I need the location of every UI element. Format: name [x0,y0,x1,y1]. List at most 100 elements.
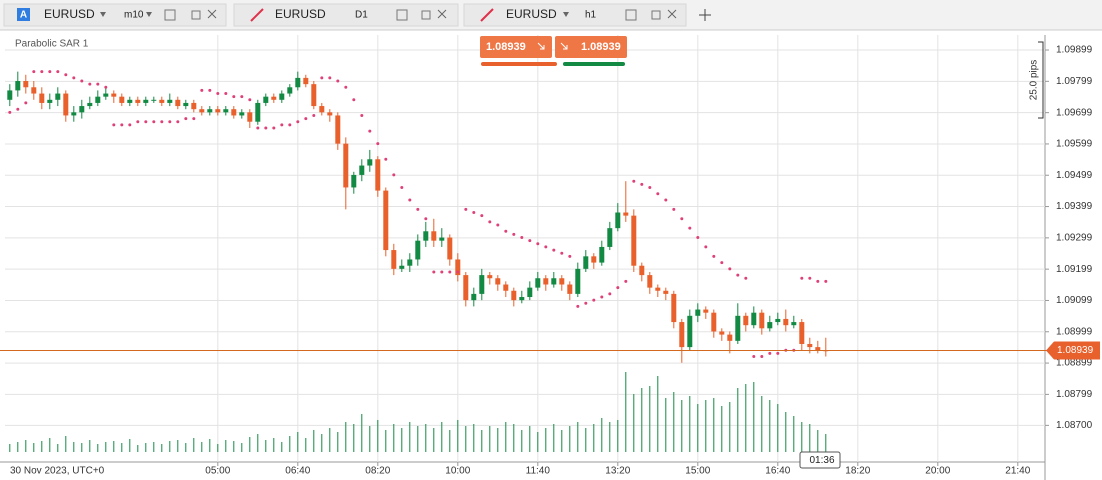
tab-timeframe[interactable]: m10 [124,10,144,21]
sar-dot [608,292,612,296]
sar-dot [40,70,44,74]
candle-body [671,293,677,323]
tab[interactable]: EURUSD D1 [233,3,459,27]
sar-dot [112,123,116,127]
candle-body [271,96,277,100]
current-price-label: 1.08939 [1057,345,1094,356]
candle-body [767,322,773,329]
candle-body [287,87,293,94]
candle-body [47,99,53,103]
candle-body [815,347,821,351]
sar-dot [336,79,340,83]
sar-dot [720,261,724,265]
x-tick-label: 20:00 [925,466,950,477]
sar-dot [448,270,452,274]
dropdown-arrow[interactable] [146,12,152,17]
sar-dot [232,95,236,99]
tab-icon[interactable] [625,9,637,21]
candle-body [215,109,221,113]
sar-dot [696,236,700,240]
sar-dot [800,276,804,280]
sar-dot [680,217,684,221]
sar-dot [672,207,676,211]
x-tick-label: 06:40 [285,466,310,477]
sar-dot [168,120,172,124]
dropdown-arrow[interactable] [563,12,569,17]
candle-body [359,165,365,175]
candle-body [39,93,45,103]
candle-body [239,112,245,116]
candle-body [255,102,261,122]
sar-dot [520,236,524,240]
tab-icon [480,8,494,22]
buy-button[interactable]: 1.08939 [555,36,627,58]
candle-body [31,87,37,94]
x-tick-label: 15:00 [685,466,710,477]
candle-body [615,212,621,229]
candle-body [351,174,357,188]
tab-timeframe[interactable]: h1 [585,10,597,21]
tab-timeframe[interactable]: D1 [355,10,368,21]
sar-dot [152,120,156,124]
candle-body [367,159,373,166]
tab-icon[interactable] [396,9,408,21]
sar-dot [288,123,292,127]
candle-body [87,102,93,107]
close-icon[interactable] [207,9,217,19]
candle-body [167,99,173,103]
tab-icon[interactable] [651,10,661,20]
sar-dot [160,120,164,124]
close-icon[interactable] [667,9,677,19]
candle-body [79,106,85,113]
sar-dot [120,123,124,127]
pips-label: 25.0 pips [1029,60,1040,101]
sar-dot [352,98,356,102]
dropdown-arrow[interactable] [100,12,106,17]
candle-body [703,309,709,313]
sar-dot [544,245,548,249]
sar-dot [712,254,716,258]
sar-dot [440,270,444,274]
candle-body [727,334,733,341]
candle-body [143,99,149,103]
sar-dot [600,295,604,299]
candle-body [335,115,341,144]
y-tick-label: 1.09399 [1056,201,1093,212]
candle-body [279,93,285,100]
tab-icon[interactable] [421,10,431,20]
sar-dot [360,113,364,117]
candle-body [519,297,525,301]
add-tab[interactable] [699,9,711,21]
y-tick-label: 1.08700 [1056,420,1093,431]
x-tick-label: 05:00 [205,466,230,477]
sar-dot [320,76,324,80]
sar-dot [488,220,492,224]
sar-dot [536,242,540,246]
sar-dot [560,251,564,255]
tab-icon[interactable] [191,10,201,20]
candle-body [71,112,77,116]
tab[interactable]: A EURUSD m10 [3,3,227,27]
sar-dot [760,355,764,359]
candle-body [111,93,117,97]
tab-icon[interactable] [164,9,176,21]
sar-dot [632,179,636,183]
sar-dot [616,286,620,290]
candle-body [503,284,509,291]
close-icon[interactable] [437,9,447,19]
y-tick-label: 1.09299 [1056,232,1093,243]
x-tick-label: 10:00 [445,466,470,477]
sar-dot [88,82,92,86]
sar-dot [408,198,412,202]
candle-body [223,109,229,113]
candle-body [135,99,141,103]
candle-body [399,265,405,269]
x-tick-label: 16:40 [765,466,790,477]
sar-dot [808,276,812,280]
sar-dot [264,126,268,130]
candle-body [575,268,581,294]
sell-button[interactable]: 1.08939 [480,36,552,58]
sar-dot [224,92,228,96]
sar-dot [328,76,332,80]
tab[interactable]: EURUSD h1 [463,3,687,27]
